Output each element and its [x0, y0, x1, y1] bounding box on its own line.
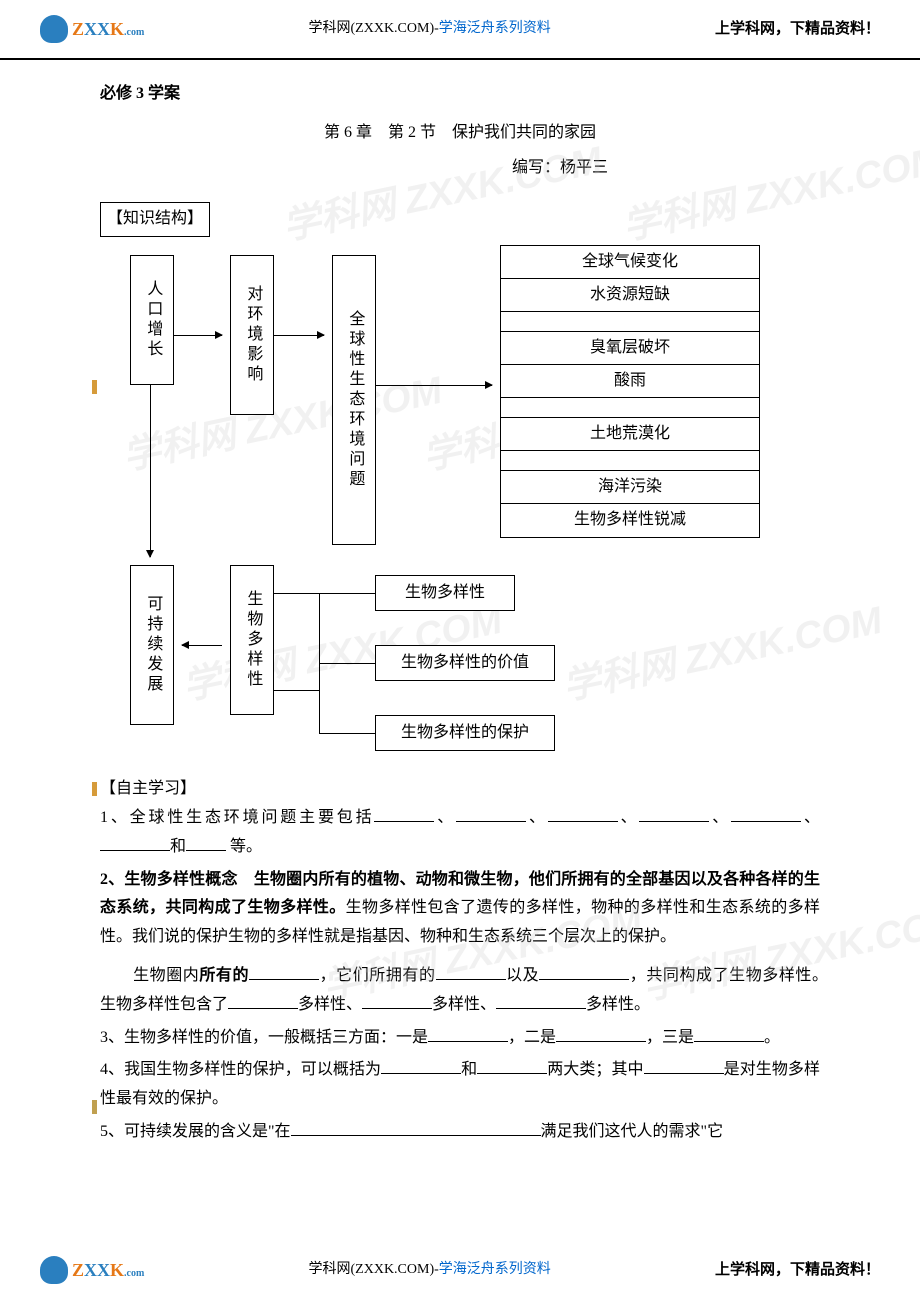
box-biodiversity: 生物多样性 — [230, 565, 274, 715]
box-environment: 对环境影响 — [230, 255, 274, 415]
table-row: 生物多样性锐减 — [501, 504, 759, 537]
q4-lead: 4、我国生物多样性的保护，可以概括为 — [100, 1061, 381, 1078]
logo-com: .com — [124, 27, 144, 38]
orange-marker — [92, 1100, 97, 1114]
box-population: 人口增长 — [130, 255, 174, 385]
q2f-dy3: 多样性。 — [586, 996, 650, 1013]
logo-com: .com — [124, 1268, 144, 1279]
question-1: 1、全球性生态环境问题主要包括、、、、、和 等。 — [100, 804, 820, 862]
q2f-dy2: 多样性、 — [432, 996, 496, 1013]
box-sustainable: 可持续发展 — [130, 565, 174, 725]
knowledge-diagram: 人口增长 对环境影响 全球性生态环境问题 全球气候变化 水资源短缺 臭氧层破坏 … — [100, 245, 820, 765]
question-2: 2、生物多样性概念 生物圈内所有的植物、动物和微生物，他们所拥有的全部基因以及各… — [100, 866, 820, 952]
footer-center-blue: 学海泛舟系列资料 — [439, 1262, 551, 1277]
arrow — [174, 335, 222, 336]
connector — [319, 663, 375, 664]
q5-end: 满足我们这代人的需求"它 — [541, 1123, 724, 1140]
page-footer: ZXXK.com 学科网(ZXXK.COM)-学海泛舟系列资料 上学科网，下精品… — [0, 1240, 920, 1300]
footer-center: 学科网(ZXXK.COM)-学海泛舟系列资料 — [309, 1257, 551, 1282]
q1-tail: 等。 — [230, 838, 262, 855]
q4-m2: 两大类；其中 — [547, 1061, 643, 1078]
document-content: 必修 3 学案 第 6 章 第 2 节 保护我们共同的家园 编写：杨平三 【知识… — [0, 60, 920, 1147]
logo-z: Z — [72, 19, 84, 39]
table-row: 土地荒漠化 — [501, 418, 759, 451]
header-center: 学科网(ZXXK.COM)-学海泛舟系列资料 — [309, 16, 551, 41]
header-center-black: 学科网(ZXXK.COM)- — [309, 21, 439, 36]
logo-k: K — [110, 1260, 124, 1280]
q2f-lead: 生物圈内 — [100, 967, 199, 984]
site-logo-footer: ZXXK.com — [40, 1254, 144, 1286]
table-row — [501, 312, 759, 332]
table-row: 全球气候变化 — [501, 246, 759, 279]
logo-k: K — [110, 19, 124, 39]
arrow — [150, 385, 151, 557]
q1-and: 和 — [170, 838, 186, 855]
connector — [319, 593, 375, 594]
table-row — [501, 398, 759, 418]
logo-xxk: XX — [84, 1260, 110, 1280]
table-row — [501, 451, 759, 471]
footer-right: 上学科网，下精品资料！ — [715, 1257, 880, 1284]
q1-lead: 1、全球性生态环境问题主要包括 — [100, 809, 374, 826]
chapter-title: 第 6 章 第 2 节 保护我们共同的家园 — [100, 119, 820, 148]
question-3: 3、生物多样性的价值，一般概括三方面：一是 ，二是 ，三是 。 — [100, 1024, 820, 1053]
q2f-dy1: 多样性、 — [298, 996, 362, 1013]
structure-header: 【知识结构】 — [100, 202, 210, 237]
q3-lead: 3、生物多样性的价值，一般概括三方面：一是 — [100, 1029, 428, 1046]
q4-m1: 和 — [461, 1061, 477, 1078]
logo-icon — [40, 15, 68, 43]
question-4: 4、我国生物多样性的保护，可以概括为和两大类；其中是对生物多样性最有效的保护。 — [100, 1056, 820, 1114]
issues-table: 全球气候变化 水资源短缺 臭氧层破坏 酸雨 土地荒漠化 海洋污染 生物多样性锐减 — [500, 245, 760, 538]
q2f-m1: ，它们所拥有的 — [319, 967, 435, 984]
header-center-blue: 学海泛舟系列资料 — [439, 21, 551, 36]
table-row: 海洋污染 — [501, 471, 759, 504]
footer-center-black: 学科网(ZXXK.COM)- — [309, 1262, 439, 1277]
table-row: 酸雨 — [501, 365, 759, 398]
study-header: 【自主学习】 — [100, 775, 820, 804]
site-logo: ZXXK.com — [40, 13, 144, 45]
q3-m2: ，三是 — [646, 1029, 694, 1046]
table-row: 水资源短缺 — [501, 279, 759, 312]
q5-lead: 5、可持续发展的含义是"在 — [100, 1123, 291, 1140]
table-row: 臭氧层破坏 — [501, 332, 759, 365]
doc-title: 必修 3 学案 — [100, 80, 820, 109]
q2f-bold: 所有的 — [199, 967, 249, 984]
arrow — [376, 385, 492, 386]
q2f-m2: 以及 — [506, 967, 540, 984]
arrow — [274, 335, 324, 336]
q3-end: 。 — [764, 1029, 780, 1046]
logo-z: Z — [72, 1260, 84, 1280]
sub-biodiversity: 生物多样性 — [375, 575, 515, 611]
page-header: ZXXK.com 学科网(ZXXK.COM)-学海泛舟系列资料 上学科网，下精品… — [0, 0, 920, 60]
connector — [319, 733, 375, 734]
arrow — [182, 645, 222, 646]
question-5: 5、可持续发展的含义是"在 满足我们这代人的需求"它 — [100, 1118, 820, 1147]
sub-protection: 生物多样性的保护 — [375, 715, 555, 751]
author-line: 编写：杨平三 — [300, 154, 820, 183]
q3-m1: ，二是 — [508, 1029, 556, 1046]
connector — [274, 593, 319, 594]
logo-xxk: XX — [84, 19, 110, 39]
sub-value: 生物多样性的价值 — [375, 645, 555, 681]
question-2-fill: 生物圈内所有的，它们所拥有的以及，共同构成了生物多样性。 生物多样性包含了多样性… — [100, 962, 820, 1020]
logo-icon — [40, 1256, 68, 1284]
orange-marker — [92, 782, 97, 796]
box-global-issues: 全球性生态环境问题 — [332, 255, 376, 545]
header-right: 上学科网，下精品资料！ — [715, 16, 880, 43]
orange-marker — [92, 380, 97, 394]
connector — [274, 690, 319, 691]
